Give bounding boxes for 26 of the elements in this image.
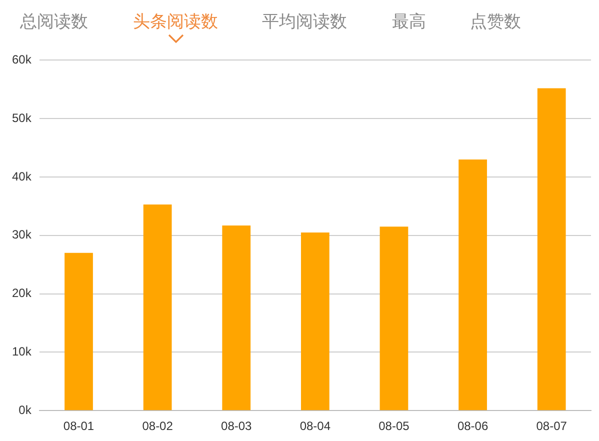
y-tick-label: 40k — [12, 169, 32, 184]
y-tick-label: 10k — [12, 344, 32, 359]
bar — [380, 226, 408, 410]
x-tick-label: 08-04 — [300, 419, 331, 434]
bar — [300, 232, 330, 410]
text: 平均阅读数 — [262, 11, 347, 33]
text: 最高 — [392, 11, 426, 33]
y-tick-label: 0k — [18, 402, 32, 417]
x-tick-label: 08-06 — [457, 419, 488, 434]
bar — [64, 252, 93, 410]
bar — [458, 159, 487, 410]
text: 点赞数 — [470, 11, 521, 33]
x-tick-label: 08-03 — [221, 419, 252, 434]
y-tick-label: 60k — [12, 52, 32, 67]
x-tick-label: 08-01 — [63, 419, 94, 434]
x-tick-label: 08-05 — [378, 419, 410, 434]
y-tick-label: 30k — [12, 228, 32, 242]
bar — [537, 88, 566, 410]
bar — [143, 204, 172, 410]
x-tick-label: 08-02 — [142, 419, 174, 434]
x-tick-label: 08-07 — [536, 419, 568, 434]
chart-title: 头条阅读数 — [133, 11, 218, 33]
y-tick-label: 20k — [12, 286, 32, 300]
y-tick-label: 50k — [12, 110, 32, 125]
text: 总阅读数 — [20, 11, 88, 33]
bar — [222, 225, 251, 410]
